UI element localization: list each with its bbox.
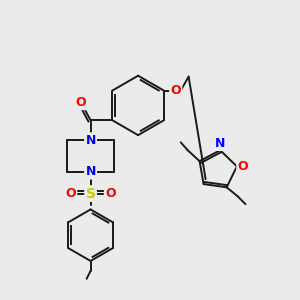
Text: O: O [238,160,248,173]
Text: S: S [85,187,96,201]
Text: O: O [75,96,86,109]
Text: N: N [85,134,96,147]
Text: O: O [65,187,76,200]
Text: N: N [85,165,96,178]
Text: N: N [215,137,225,150]
Text: O: O [105,187,116,200]
Text: O: O [170,84,181,97]
